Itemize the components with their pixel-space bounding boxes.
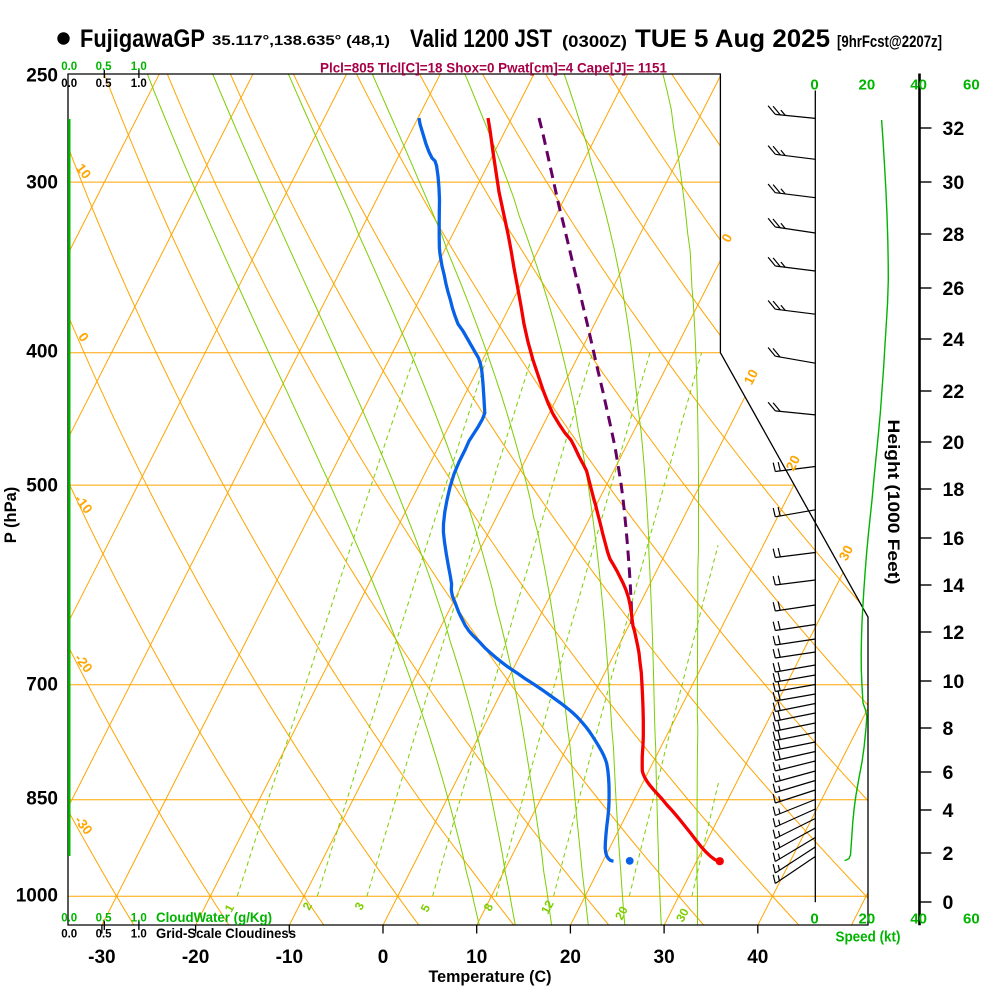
svg-text:0: 0: [378, 947, 389, 968]
svg-text:CloudWater (g/Kg): CloudWater (g/Kg): [156, 909, 272, 925]
svg-text:20: 20: [859, 77, 876, 94]
svg-text:10: 10: [741, 367, 761, 387]
svg-text:28: 28: [943, 224, 965, 246]
svg-text:32: 32: [943, 118, 965, 140]
svg-text:35.117°,138.635° (48,1): 35.117°,138.635° (48,1): [212, 33, 390, 48]
svg-text:30: 30: [836, 543, 856, 563]
svg-text:Speed (kt): Speed (kt): [836, 929, 901, 946]
svg-text:4: 4: [943, 800, 954, 822]
svg-text:60: 60: [963, 77, 980, 94]
svg-text:20: 20: [943, 432, 965, 454]
svg-text:250: 250: [26, 65, 58, 86]
svg-text:2: 2: [943, 843, 954, 865]
svg-text:30: 30: [673, 906, 692, 925]
svg-text:10: 10: [943, 671, 965, 693]
svg-text:6: 6: [943, 762, 954, 784]
svg-text:0.5: 0.5: [96, 913, 113, 925]
svg-text:1.0: 1.0: [131, 929, 147, 941]
svg-text:0.5: 0.5: [96, 929, 113, 941]
svg-text:12: 12: [943, 622, 965, 644]
svg-text:40: 40: [910, 77, 927, 94]
svg-text:10: 10: [466, 947, 487, 968]
svg-text:40: 40: [910, 911, 927, 928]
svg-text:0.5: 0.5: [96, 78, 113, 90]
svg-text:300: 300: [26, 172, 58, 193]
svg-text:FujigawaGP: FujigawaGP: [80, 25, 205, 53]
svg-text:-30: -30: [88, 947, 115, 968]
svg-text:700: 700: [26, 675, 58, 696]
svg-text:0.5: 0.5: [96, 61, 113, 73]
svg-text:Valid 1200 JST: Valid 1200 JST: [410, 25, 552, 53]
svg-text:Grid-Scale Cloudiness: Grid-Scale Cloudiness: [156, 925, 296, 941]
svg-text:0.0: 0.0: [61, 913, 77, 925]
svg-text:-10: -10: [276, 947, 303, 968]
svg-text:20: 20: [612, 904, 631, 923]
svg-text:TUE 5 Aug 2025: TUE 5 Aug 2025: [635, 25, 830, 53]
svg-text:1000: 1000: [16, 885, 58, 906]
svg-text:16: 16: [943, 528, 965, 550]
svg-text:18: 18: [943, 479, 965, 501]
svg-text:26: 26: [943, 278, 965, 300]
svg-text:12: 12: [538, 898, 557, 917]
svg-text:1.0: 1.0: [131, 61, 147, 73]
svg-text:40: 40: [747, 947, 768, 968]
svg-text:0.0: 0.0: [61, 78, 77, 90]
svg-text:20: 20: [859, 911, 876, 928]
svg-text:20: 20: [783, 453, 803, 473]
svg-text:400: 400: [26, 342, 58, 363]
svg-text:14: 14: [943, 575, 965, 597]
svg-text:0: 0: [810, 911, 818, 928]
svg-text:8: 8: [943, 718, 954, 740]
svg-text:0: 0: [943, 892, 954, 914]
svg-text:22: 22: [943, 381, 965, 403]
svg-text:(0300Z): (0300Z): [562, 32, 627, 51]
svg-text:24: 24: [943, 329, 965, 351]
svg-text:Height (1000 Feet): Height (1000 Feet): [884, 420, 902, 585]
svg-text:850: 850: [26, 789, 58, 810]
svg-text:Temperature (C): Temperature (C): [429, 967, 552, 986]
svg-text:500: 500: [26, 476, 58, 497]
svg-text:1.0: 1.0: [131, 913, 147, 925]
svg-text:0.0: 0.0: [61, 61, 77, 73]
svg-text:-20: -20: [182, 947, 209, 968]
svg-text:0: 0: [810, 77, 818, 94]
svg-text:0.0: 0.0: [61, 929, 77, 941]
svg-text:[9hrFcst@2207z]: [9hrFcst@2207z]: [837, 32, 942, 51]
svg-text:P (hPa): P (hPa): [2, 487, 20, 544]
svg-text:1.0: 1.0: [131, 78, 147, 90]
svg-text:60: 60: [963, 911, 980, 928]
svg-text:10: 10: [73, 161, 94, 182]
svg-text:30: 30: [943, 172, 965, 194]
svg-text:30: 30: [654, 947, 675, 968]
svg-text:Plcl=805 Tlcl[C]=18 Shox=0 Pwa: Plcl=805 Tlcl[C]=18 Shox=0 Pwat[cm]=4 Ca…: [320, 60, 667, 76]
svg-text:20: 20: [560, 947, 581, 968]
